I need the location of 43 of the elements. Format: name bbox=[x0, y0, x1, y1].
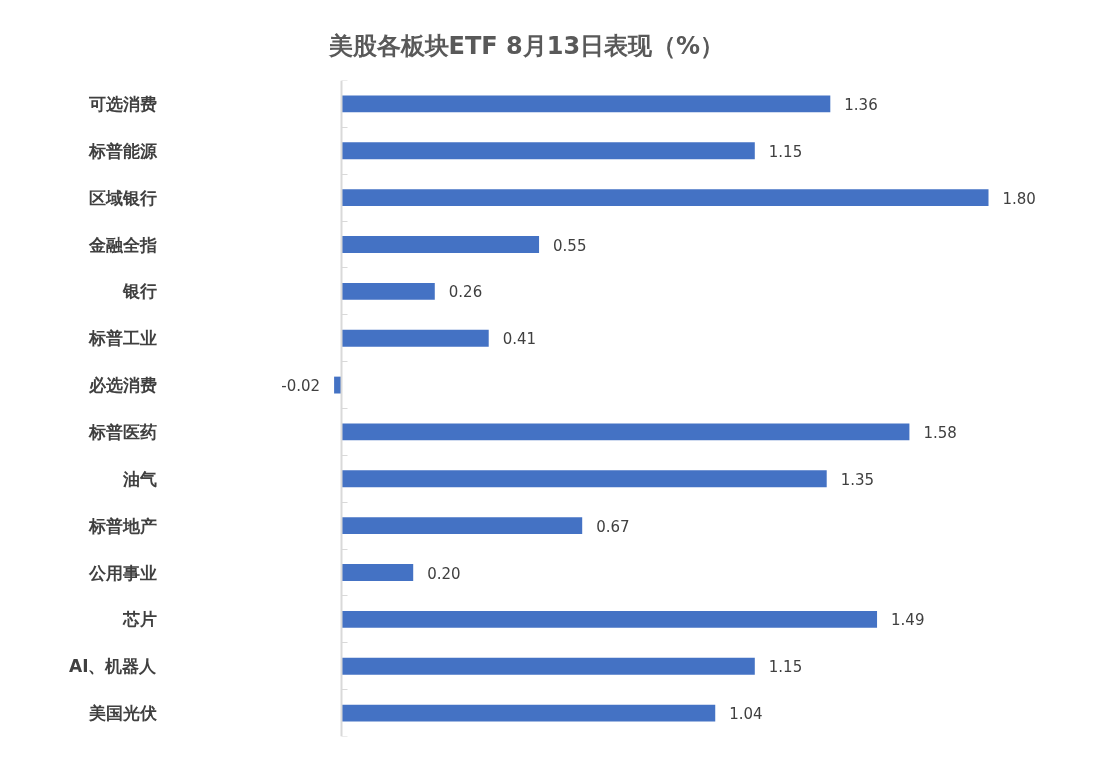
y-tick-label: 金融全指 bbox=[87, 234, 157, 255]
data-label: 1.58 bbox=[923, 423, 957, 442]
data-label: 1.04 bbox=[729, 705, 763, 724]
data-label: 1.15 bbox=[768, 142, 803, 161]
y-tick-label: 标普医药 bbox=[87, 421, 157, 442]
y-tick-label: AI、机器人 bbox=[69, 656, 158, 677]
bar bbox=[341, 189, 989, 207]
data-label: 1.49 bbox=[891, 611, 925, 630]
y-tick-label: 区域银行 bbox=[88, 187, 157, 208]
bar bbox=[341, 470, 827, 488]
data-label: 0.41 bbox=[502, 330, 537, 349]
data-label: 1.80 bbox=[1002, 189, 1036, 208]
bar bbox=[341, 95, 831, 113]
bar bbox=[341, 564, 414, 581]
bar bbox=[341, 657, 755, 675]
data-label: 0.67 bbox=[596, 517, 630, 536]
data-label: 0.26 bbox=[448, 283, 483, 302]
y-tick-label: 美国光伏 bbox=[87, 703, 158, 724]
y-tick-label: 油气 bbox=[121, 468, 157, 489]
y-tick-label: 标普地产 bbox=[87, 515, 157, 536]
bar bbox=[341, 517, 583, 535]
y-tick-label: 必选消费 bbox=[87, 375, 157, 396]
y-tick-label: 芯片 bbox=[121, 609, 157, 630]
bar bbox=[341, 236, 540, 253]
y-tick-label: 可选消费 bbox=[87, 93, 157, 114]
data-label: 1.35 bbox=[840, 470, 875, 489]
bar bbox=[341, 142, 755, 160]
data-label: 1.36 bbox=[844, 95, 878, 114]
bar bbox=[334, 376, 342, 394]
bar bbox=[341, 282, 435, 300]
bar bbox=[341, 329, 489, 347]
y-tick-label: 标普工业 bbox=[87, 328, 157, 349]
chart-title: 美股各板块ETF 8月13日表现（%） bbox=[327, 32, 725, 60]
data-label: 1.15 bbox=[768, 658, 803, 677]
data-label: -0.02 bbox=[281, 377, 321, 396]
y-tick-label: 标普能源 bbox=[87, 140, 158, 161]
data-label: 0.55 bbox=[553, 236, 587, 255]
y-tick-label: 银行 bbox=[121, 281, 157, 302]
data-label: 0.20 bbox=[427, 564, 461, 583]
bar bbox=[341, 423, 910, 441]
bar bbox=[341, 610, 878, 628]
y-tick-label: 公用事业 bbox=[87, 562, 157, 583]
bar bbox=[341, 704, 716, 722]
